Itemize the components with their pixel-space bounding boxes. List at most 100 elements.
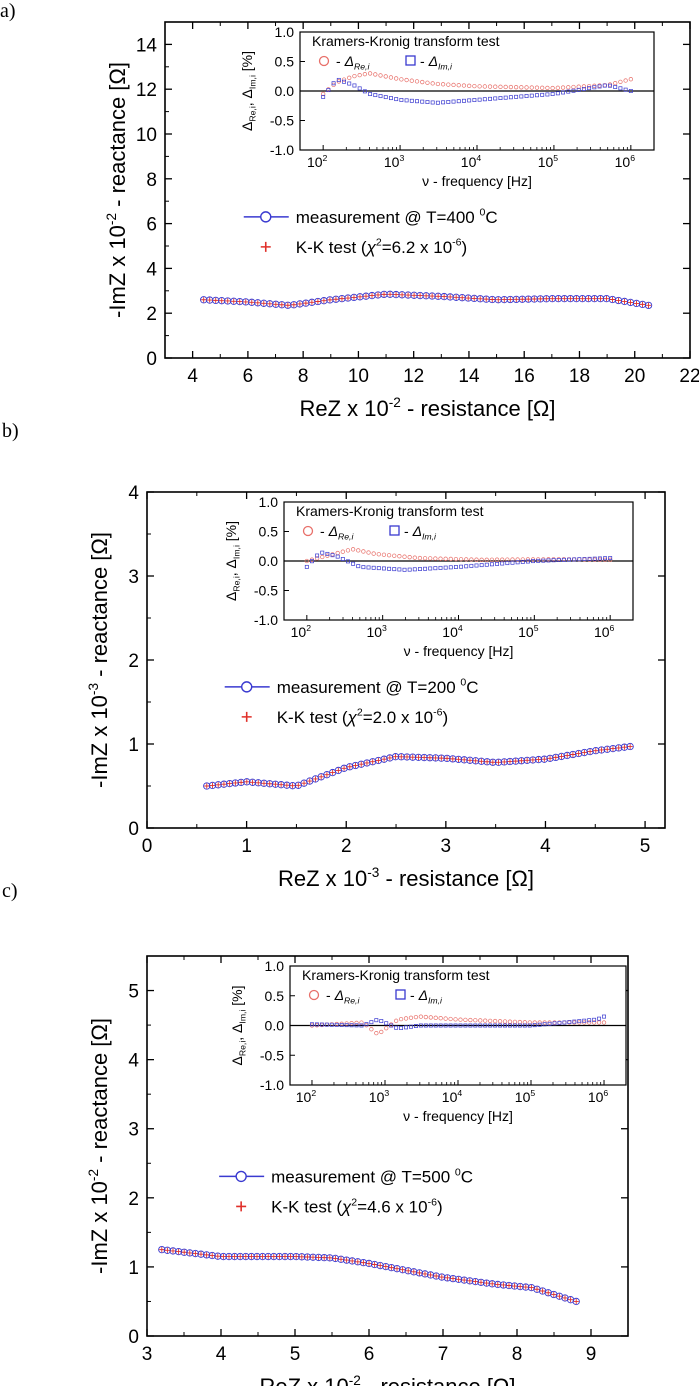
kk-test-point (587, 748, 593, 755)
measurement-point (410, 1268, 418, 1276)
measurement-point (348, 1257, 356, 1265)
measurement-point (540, 755, 548, 763)
inset-im-point (336, 77, 341, 82)
measurement-point (203, 782, 211, 790)
inset-im-point (555, 91, 560, 96)
inset-im-point (478, 1023, 483, 1028)
kk-test-point (525, 296, 531, 302)
x-tick-label: 2 (341, 836, 352, 857)
kk-test-point (444, 1275, 450, 1281)
measurement-point (220, 780, 228, 788)
kk-test-point (616, 745, 622, 751)
kk-test-point (215, 782, 221, 788)
kk-test-point (467, 1278, 473, 1284)
inset-im-point (592, 1017, 597, 1022)
inset-im-point (409, 98, 414, 103)
inset-im-point (321, 94, 326, 99)
inset-im-point (383, 95, 388, 100)
inset-im-point (415, 99, 419, 104)
inset-x-label: ν - frequency [Hz] (404, 643, 514, 659)
inset-im-point (349, 1023, 354, 1028)
kk-test-point (272, 781, 279, 787)
inset-re-point (555, 85, 560, 90)
legend-kk-label: K-K test (χ2=4.6 x 10-6) (271, 1196, 442, 1216)
inset-legend-re-marker (308, 989, 320, 1001)
legend-kk-marker (241, 711, 252, 722)
inset-re-point (423, 1014, 428, 1020)
inset-re-point (623, 78, 628, 83)
inset-im-point (515, 560, 520, 565)
kk-test-point (537, 296, 543, 302)
inset-im-point (352, 83, 357, 88)
inset-re-point (587, 1020, 592, 1025)
kk-test-point (465, 295, 471, 301)
inset-re-point (408, 1015, 414, 1020)
inset-chart: -1.0 -0.5 0.0 0.5 1.0 102 103 104 105 106 Kramers-… (239, 24, 655, 189)
kk-test-point (501, 759, 507, 765)
plot-frame (164, 21, 691, 359)
inset-im-point (613, 85, 618, 89)
inset-re-point (438, 1016, 443, 1021)
inset-y-tick-label: -0.5 (270, 113, 294, 129)
inset-legend-re-label: - ΔRe,i (326, 987, 360, 1006)
y-tick-label: 4 (128, 1051, 139, 1072)
inset-re-point (550, 85, 555, 91)
y-tick-label: 0 (128, 1327, 139, 1348)
inset-im-point (418, 1023, 423, 1028)
kk-test-point (244, 779, 250, 785)
inset-im-point (483, 1023, 488, 1028)
kk-test-point (375, 292, 381, 298)
inset-im-point (314, 1022, 319, 1027)
kk-test-point (232, 1253, 238, 1260)
kk-test-point (500, 1282, 506, 1288)
y-tick-label: 4 (128, 483, 139, 504)
kk-test-point (633, 300, 640, 307)
kk-test-point (243, 299, 249, 305)
inset-im-point (505, 561, 510, 566)
inset-im-point (438, 565, 443, 570)
inset-im-point (527, 1023, 532, 1028)
inset-x-tick-label: 105 (515, 1088, 536, 1105)
inset-re-point (492, 1018, 498, 1024)
inset-im-point (417, 567, 422, 571)
inset-re-point (428, 556, 433, 561)
inset-re-point (472, 83, 477, 89)
kk-test-point (392, 754, 399, 760)
kk-test-point (621, 744, 628, 750)
inset-im-point (508, 95, 513, 100)
inset-im-point (577, 1019, 582, 1024)
x-tick-label: 18 (569, 366, 590, 387)
inset-im-point (310, 559, 314, 564)
inset-x-tick-label: 106 (594, 623, 615, 640)
y-tick-label: 1 (128, 735, 139, 756)
inset-im-point (525, 559, 530, 564)
inset-x-tick-label: 104 (442, 1088, 463, 1105)
kk-test-point (310, 1254, 316, 1260)
kk-test-point (517, 1283, 523, 1290)
kk-test-point (289, 783, 296, 789)
inset-im-point (495, 561, 500, 566)
kk-test-point (176, 1249, 182, 1255)
measurement-point (438, 1273, 446, 1281)
inset-re-point (381, 552, 387, 557)
measurement-point (342, 1256, 351, 1264)
measurement-point (432, 1272, 440, 1280)
y-tick-label: 5 (128, 982, 139, 1003)
kk-test-point (553, 754, 559, 760)
kk-test-point (541, 756, 547, 762)
inset-im-point (331, 81, 336, 86)
kk-test-point (567, 296, 573, 302)
inset-y-tick-label: 0.5 (259, 524, 279, 540)
inset-x-tick-label: 105 (538, 153, 559, 170)
y-tick-label: 14 (136, 35, 158, 56)
kk-test-point (573, 1298, 579, 1305)
measurement-point (369, 758, 377, 766)
inset-re-point (403, 1016, 409, 1021)
inset-im-point (618, 86, 623, 91)
inset-im-point (488, 96, 492, 101)
measurement-point (609, 744, 617, 753)
measurement-point (597, 746, 606, 754)
inset-chart: -1.0 -0.5 0.0 0.5 1.0 102 103 104 105 106 Kramers-… (223, 494, 634, 659)
y-tick-label: 10 (136, 125, 157, 146)
inset-im-point (423, 1023, 428, 1028)
